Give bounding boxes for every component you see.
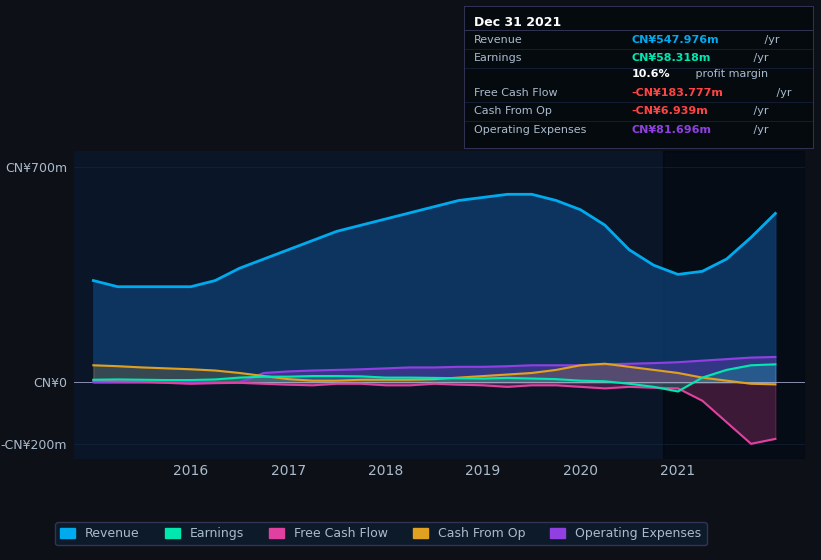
Text: Earnings: Earnings xyxy=(475,53,523,63)
Text: /yr: /yr xyxy=(750,106,768,116)
Text: Revenue: Revenue xyxy=(475,35,523,45)
Text: -CN¥6.939m: -CN¥6.939m xyxy=(631,106,708,116)
Text: -CN¥183.777m: -CN¥183.777m xyxy=(631,88,723,97)
Bar xyxy=(663,151,805,459)
Text: CN¥58.318m: CN¥58.318m xyxy=(631,53,711,63)
Text: /yr: /yr xyxy=(750,125,768,135)
Legend: Revenue, Earnings, Free Cash Flow, Cash From Op, Operating Expenses: Revenue, Earnings, Free Cash Flow, Cash … xyxy=(55,522,707,545)
Text: /yr: /yr xyxy=(762,35,780,45)
Text: Cash From Op: Cash From Op xyxy=(475,106,553,116)
Text: 10.6%: 10.6% xyxy=(631,69,670,79)
Text: CN¥81.696m: CN¥81.696m xyxy=(631,125,711,135)
Text: /yr: /yr xyxy=(750,53,768,63)
Text: Free Cash Flow: Free Cash Flow xyxy=(475,88,558,97)
Text: Operating Expenses: Operating Expenses xyxy=(475,125,587,135)
Text: /yr: /yr xyxy=(773,88,791,97)
Text: CN¥547.976m: CN¥547.976m xyxy=(631,35,719,45)
Text: Dec 31 2021: Dec 31 2021 xyxy=(475,16,562,29)
Text: profit margin: profit margin xyxy=(692,69,768,79)
